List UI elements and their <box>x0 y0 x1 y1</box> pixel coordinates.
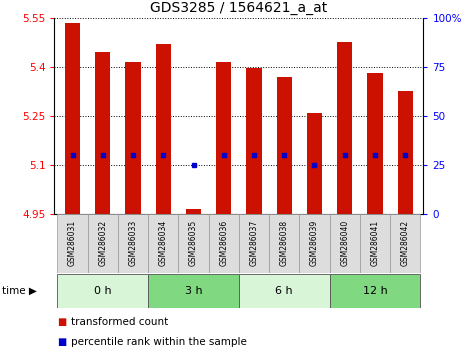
Bar <box>148 214 178 273</box>
Bar <box>239 274 330 308</box>
Bar <box>269 214 299 273</box>
Bar <box>307 113 322 214</box>
Text: time ▶: time ▶ <box>2 286 37 296</box>
Text: percentile rank within the sample: percentile rank within the sample <box>71 337 247 347</box>
Text: GSM286042: GSM286042 <box>401 220 410 267</box>
Text: 0 h: 0 h <box>94 286 112 296</box>
Text: 3 h: 3 h <box>184 286 202 296</box>
Bar <box>95 52 110 214</box>
Bar <box>360 214 390 273</box>
Text: GSM286031: GSM286031 <box>68 220 77 267</box>
Bar <box>186 209 201 214</box>
Text: GSM286041: GSM286041 <box>370 220 379 267</box>
Bar <box>125 62 140 214</box>
Text: GSM286037: GSM286037 <box>249 220 258 267</box>
Bar <box>148 274 239 308</box>
Text: ■: ■ <box>57 337 66 347</box>
Bar <box>277 77 292 214</box>
Text: 12 h: 12 h <box>363 286 387 296</box>
Bar <box>118 214 148 273</box>
Bar <box>65 23 80 214</box>
Text: GSM286034: GSM286034 <box>159 220 168 267</box>
Text: GSM286039: GSM286039 <box>310 220 319 267</box>
Text: ■: ■ <box>57 318 66 327</box>
Title: GDS3285 / 1564621_a_at: GDS3285 / 1564621_a_at <box>150 1 327 15</box>
Bar <box>337 42 352 214</box>
Bar <box>178 214 209 273</box>
Bar <box>88 214 118 273</box>
Bar <box>299 214 330 273</box>
Text: GSM286036: GSM286036 <box>219 220 228 267</box>
Bar <box>368 73 383 214</box>
Bar <box>330 214 360 273</box>
Bar <box>156 44 171 214</box>
Bar <box>330 274 420 308</box>
Bar <box>57 214 88 273</box>
Text: transformed count: transformed count <box>71 318 168 327</box>
Bar <box>239 214 269 273</box>
Bar <box>246 68 262 214</box>
Bar <box>209 214 239 273</box>
Bar <box>216 62 231 214</box>
Text: 6 h: 6 h <box>275 286 293 296</box>
Text: GSM286033: GSM286033 <box>129 220 138 267</box>
Bar <box>57 274 148 308</box>
Text: GSM286040: GSM286040 <box>340 220 349 267</box>
Text: GSM286032: GSM286032 <box>98 220 107 267</box>
Text: GSM286038: GSM286038 <box>280 220 289 267</box>
Bar <box>390 214 420 273</box>
Bar <box>398 91 413 214</box>
Text: GSM286035: GSM286035 <box>189 220 198 267</box>
